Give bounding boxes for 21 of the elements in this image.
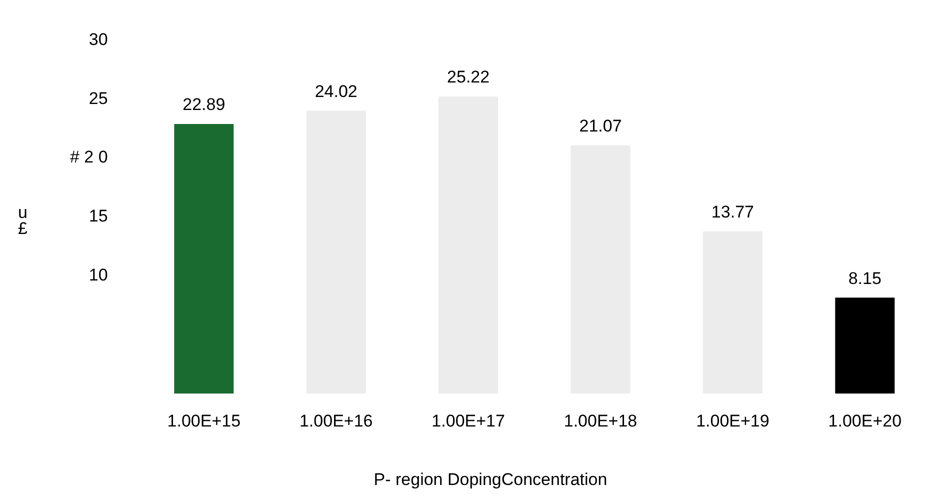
data-label: 21.07: [579, 116, 622, 136]
x-tick-label: 1.00E+15: [167, 411, 241, 430]
data-label: 24.02: [314, 82, 358, 101]
y-tick-label: # 2 0: [70, 148, 108, 167]
y-tick-label: 30: [88, 30, 108, 49]
data-label: 13.77: [711, 202, 754, 222]
data-label: 25.22: [447, 68, 490, 87]
data-label: 22.89: [182, 95, 226, 114]
x-tick-label: 1.00E+16: [299, 411, 373, 430]
x-axis-title: P- region DopingConcentration: [372, 470, 608, 490]
bar: [174, 124, 234, 394]
x-tick-label: 1.00E+20: [828, 411, 902, 430]
y-axis-title: u £: [18, 203, 28, 238]
y-tick-label: 10: [88, 265, 108, 284]
y-tick-label: 25: [88, 88, 108, 108]
y-tick-label: 15: [88, 206, 108, 226]
bar: [835, 298, 895, 394]
x-tick-label: 1.00E+17: [432, 411, 505, 430]
x-tick-label: 1.00E+18: [564, 411, 638, 430]
x-tick-label: 1.00E+19: [696, 411, 770, 430]
data-label: 8.15: [848, 268, 882, 288]
